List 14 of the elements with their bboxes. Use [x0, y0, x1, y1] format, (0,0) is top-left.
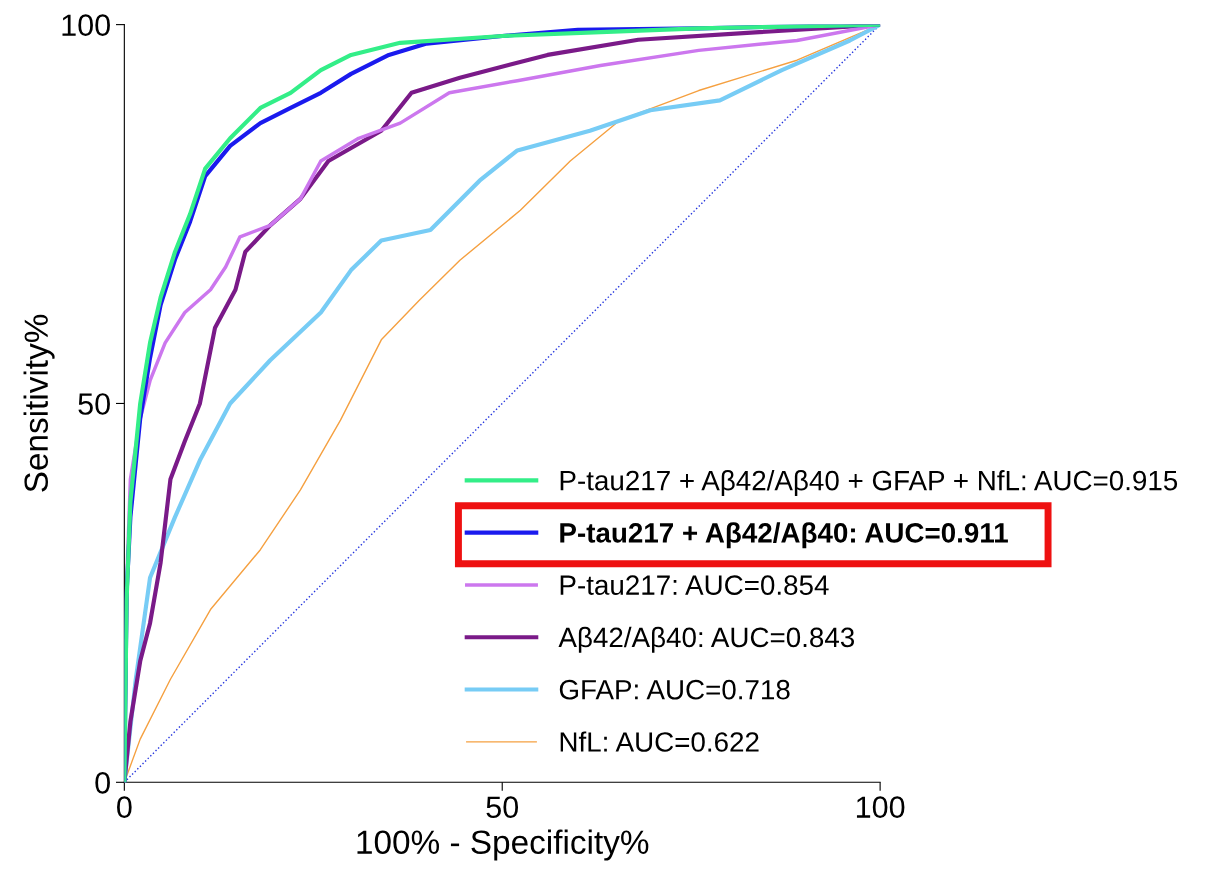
- x-tick-label: 100: [856, 796, 905, 818]
- y-tick-label: 0: [95, 772, 110, 794]
- legend-label: P-tau217 + Aβ42/Aβ40: AUC=0.911: [560, 522, 1008, 549]
- y-tick-label: 100: [62, 14, 110, 36]
- legend-label: P-tau217 + Aβ42/Aβ40 + GFAP + NfL: AUC=0.915: [560, 470, 1178, 496]
- legend-label: Aβ42/Aβ40: AUC=0.843: [558, 626, 855, 653]
- legend-label: P-tau217: AUC=0.854: [560, 575, 829, 595]
- x-tick-label: 0: [117, 796, 132, 818]
- x-tick-label: 50: [486, 796, 519, 818]
- y-axis-title: Sensitivity%: [23, 314, 55, 492]
- legend-label: GFAP: AUC=0.718: [559, 679, 790, 700]
- y-tick-label: 50: [78, 393, 110, 415]
- x-axis-title: 100% - Specificity%: [357, 829, 649, 861]
- legend-label: NfL: AUC=0.622: [560, 731, 759, 752]
